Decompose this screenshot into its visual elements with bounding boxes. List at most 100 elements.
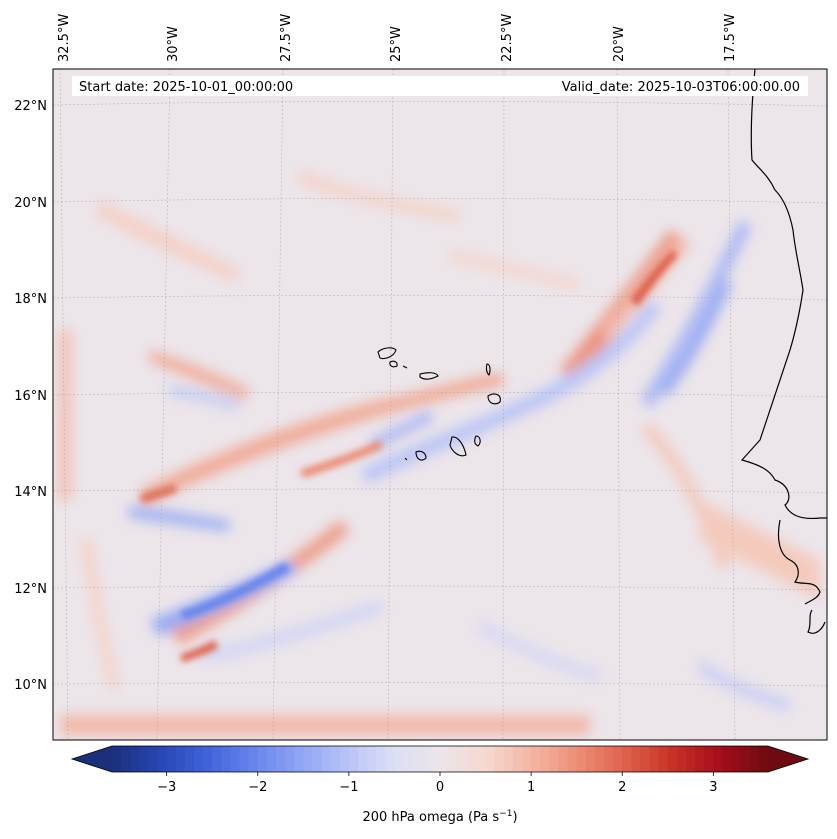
lon-label: 20°W	[612, 26, 627, 62]
colorbar-label-text: 200 hPa omega (Pa s	[362, 810, 499, 825]
colorbar-segment	[266, 746, 277, 772]
colorbar-segment	[430, 746, 441, 772]
colorbar-tick-label: 2	[618, 780, 626, 795]
colorbar-segment	[713, 746, 724, 772]
map-frame	[52, 68, 828, 741]
colorbar-segment	[148, 746, 159, 772]
colorbar-segment	[348, 746, 359, 772]
colorbar-segment	[175, 746, 186, 772]
lon-label: 17.5°W	[723, 14, 738, 62]
colorbar-segment	[549, 746, 560, 772]
colorbar-segment	[622, 746, 632, 772]
island-maio	[474, 435, 481, 447]
island-sao-nicolau	[419, 372, 439, 380]
colorbar-segment	[330, 746, 341, 772]
colorbar-extend-low	[72, 746, 112, 772]
field-background	[53, 69, 827, 740]
colorbar-segment	[321, 746, 332, 772]
colorbar-segment	[640, 746, 651, 772]
longitude-labels: 32.5°W 30°W 27.5°W 25°W 22.5°W 20°W 17.5…	[57, 14, 738, 62]
island-boa-vista	[487, 393, 501, 405]
colorbar-segment	[458, 746, 468, 772]
colorbar-tick-label: 3	[709, 780, 717, 795]
colorbar-segment	[449, 746, 459, 772]
colorbar-segment	[194, 746, 204, 772]
colorbar-label-close: )	[512, 810, 517, 825]
colorbar-tick-label: −3	[157, 780, 176, 795]
gridlines	[52, 68, 828, 741]
colorbar-segment	[421, 746, 432, 772]
colorbar-segment	[722, 746, 733, 772]
colorbar-segments	[112, 746, 769, 772]
colorbar-segment	[112, 746, 122, 772]
island-santiago	[449, 436, 467, 457]
colorbar-ticks: −3 −2 −1 0 1 2 3	[157, 772, 717, 795]
colorbar-segment	[285, 746, 295, 772]
colorbar-segment	[704, 746, 714, 772]
colorbar-segment	[367, 746, 377, 772]
colorbar: −3 −2 −1 0 1 2 3 200 hPa omega (Pa s−1)	[70, 745, 810, 825]
colorbar-segment	[440, 746, 450, 772]
colorbar-outline	[70, 745, 810, 773]
colorbar-segment	[731, 746, 742, 772]
colorbar-segment	[604, 746, 614, 772]
lon-label: 30°W	[166, 26, 181, 62]
lat-label: 14°N	[14, 485, 47, 500]
colorbar-segment	[294, 746, 304, 772]
colorbar-segment	[303, 746, 314, 772]
colorbar-segment	[740, 746, 751, 772]
colorbar-segment	[476, 746, 487, 772]
colorbar-segment	[203, 746, 213, 772]
date-box	[72, 76, 808, 96]
colorbar-segment	[121, 746, 131, 772]
colorbar-tick-label: −2	[248, 780, 267, 795]
lon-label: 27.5°W	[279, 14, 294, 62]
lon-label: 32.5°W	[57, 14, 72, 62]
island-sal	[485, 363, 491, 376]
colorbar-segment	[230, 746, 241, 772]
colorbar-segment	[558, 746, 569, 772]
map-panel: Start date: 2025-10-01_00:00:00 Valid_da…	[52, 68, 828, 741]
colorbar-segment	[166, 746, 177, 772]
colorbar-segment	[676, 746, 687, 772]
lat-label: 20°N	[14, 196, 47, 211]
colorbar-segment	[358, 746, 368, 772]
colorbar-segment	[576, 746, 587, 772]
colorbar-segment	[758, 746, 769, 772]
colorbar-segment	[649, 746, 660, 772]
colorbar-segment	[184, 746, 195, 772]
colorbar-segment	[503, 746, 514, 772]
lat-label: 18°N	[14, 292, 47, 307]
coastlines	[740, 68, 827, 634]
colorbar-segment	[376, 746, 386, 772]
colorbar-segment	[667, 746, 678, 772]
island-santo-antao	[377, 347, 397, 360]
colorbar-tick-label: 1	[527, 780, 535, 795]
colorbar-extend-high	[768, 746, 808, 772]
colorbar-label-exponent: −1	[499, 809, 512, 819]
colorbar-segment	[394, 746, 405, 772]
colorbar-segment	[594, 746, 605, 772]
colorbar-segment	[522, 746, 532, 772]
lat-label: 10°N	[14, 678, 47, 693]
island-brava	[404, 457, 408, 461]
colorbar-segment	[157, 746, 168, 772]
colorbar-segment	[631, 746, 642, 772]
colorbar-segment	[485, 746, 496, 772]
colorbar-segment	[494, 746, 505, 772]
colorbar-label: 200 hPa omega (Pa s−1)	[362, 809, 517, 825]
latitude-labels: 22°N 20°N 18°N 16°N 14°N 12°N 10°N	[14, 99, 47, 693]
island-fogo	[415, 450, 427, 461]
colorbar-segment	[512, 746, 523, 772]
colorbar-segment	[212, 746, 222, 772]
colorbar-segment	[403, 746, 414, 772]
colorbar-segment	[749, 746, 760, 772]
colorbar-segment	[540, 746, 550, 772]
colorbar-segment	[276, 746, 286, 772]
valid-date-label: Valid_date: 2025-10-03T06:00:00.00	[562, 80, 800, 95]
start-date-label: Start date: 2025-10-01_00:00:00	[79, 80, 293, 95]
colorbar-segment	[248, 746, 259, 772]
island-santa-luzia	[402, 365, 408, 369]
colorbar-segment	[567, 746, 578, 772]
